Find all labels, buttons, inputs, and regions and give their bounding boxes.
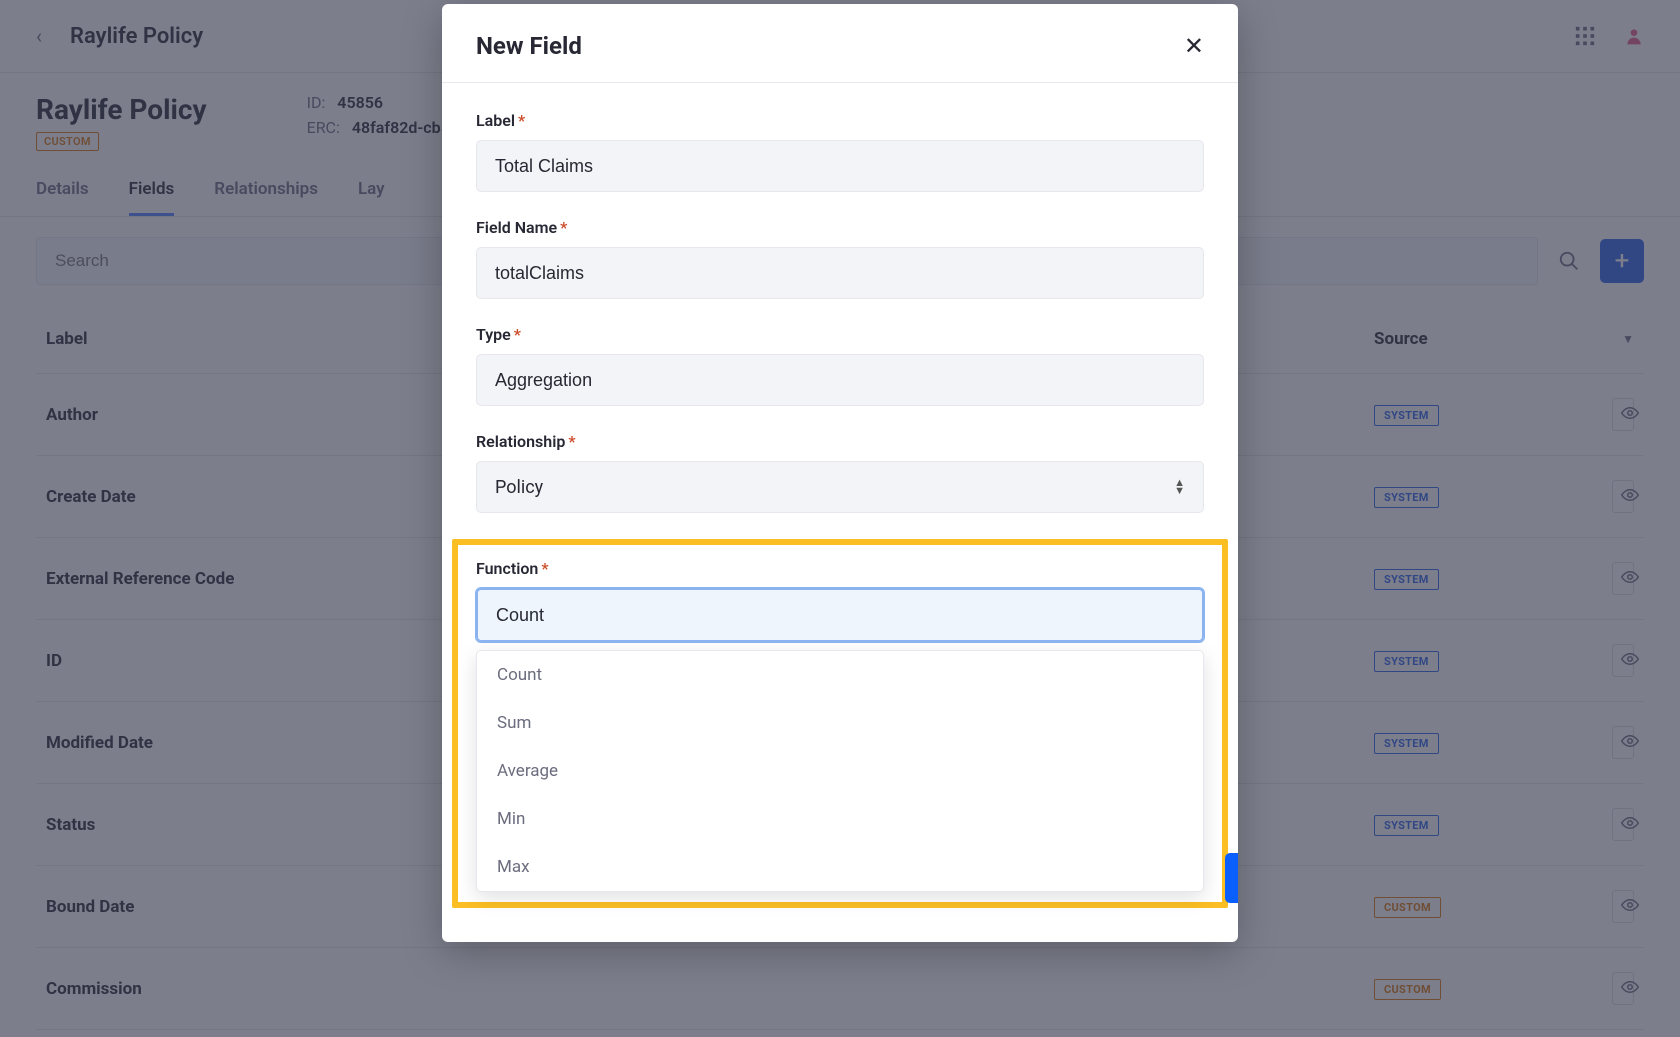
save-button-edge[interactable] bbox=[1225, 853, 1238, 903]
modal-overlay: New Field ✕ Label* Field Name* Type* Rel… bbox=[0, 0, 1680, 1037]
close-icon[interactable]: ✕ bbox=[1184, 34, 1204, 58]
relationship-value: Policy bbox=[495, 477, 543, 498]
function-option[interactable]: Sum bbox=[477, 699, 1203, 747]
modal-body: Label* Field Name* Type* Relationship* P… bbox=[442, 83, 1238, 942]
form-group-type: Type* bbox=[476, 325, 1204, 406]
type-label: Type* bbox=[476, 325, 1204, 344]
relationship-label: Relationship* bbox=[476, 432, 1204, 451]
modal-header: New Field ✕ bbox=[442, 4, 1238, 83]
label-input[interactable] bbox=[476, 140, 1204, 192]
function-option[interactable]: Count bbox=[477, 651, 1203, 699]
function-option[interactable]: Average bbox=[477, 747, 1203, 795]
modal-title: New Field bbox=[476, 32, 582, 60]
type-input[interactable] bbox=[476, 354, 1204, 406]
select-arrows-icon: ▲▼ bbox=[1174, 479, 1185, 494]
function-option[interactable]: Max bbox=[477, 843, 1203, 891]
function-label: Function* bbox=[476, 559, 1204, 578]
label-label: Label* bbox=[476, 111, 1204, 130]
function-dropdown: CountSumAverageMinMax bbox=[476, 650, 1204, 892]
function-option[interactable]: Min bbox=[477, 795, 1203, 843]
new-field-modal: New Field ✕ Label* Field Name* Type* Rel… bbox=[442, 4, 1238, 942]
fieldname-label: Field Name* bbox=[476, 218, 1204, 237]
relationship-select[interactable]: Policy ▲▼ bbox=[476, 461, 1204, 513]
function-input[interactable] bbox=[476, 588, 1204, 642]
form-group-function: Function* CountSumAverageMinMax bbox=[476, 559, 1204, 892]
form-group-relationship: Relationship* Policy ▲▼ bbox=[476, 432, 1204, 513]
fieldname-input[interactable] bbox=[476, 247, 1204, 299]
form-group-label: Label* bbox=[476, 111, 1204, 192]
form-group-fieldname: Field Name* bbox=[476, 218, 1204, 299]
function-highlight-box: Function* CountSumAverageMinMax bbox=[452, 539, 1228, 908]
